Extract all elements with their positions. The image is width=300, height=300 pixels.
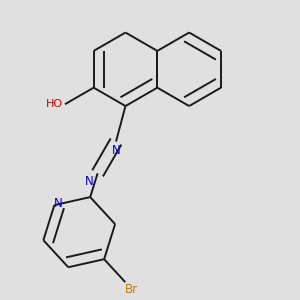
Text: HO: HO — [46, 99, 63, 109]
Text: N: N — [85, 175, 94, 188]
Text: Br: Br — [125, 283, 138, 296]
Text: N: N — [112, 144, 120, 157]
Text: N: N — [54, 197, 63, 210]
